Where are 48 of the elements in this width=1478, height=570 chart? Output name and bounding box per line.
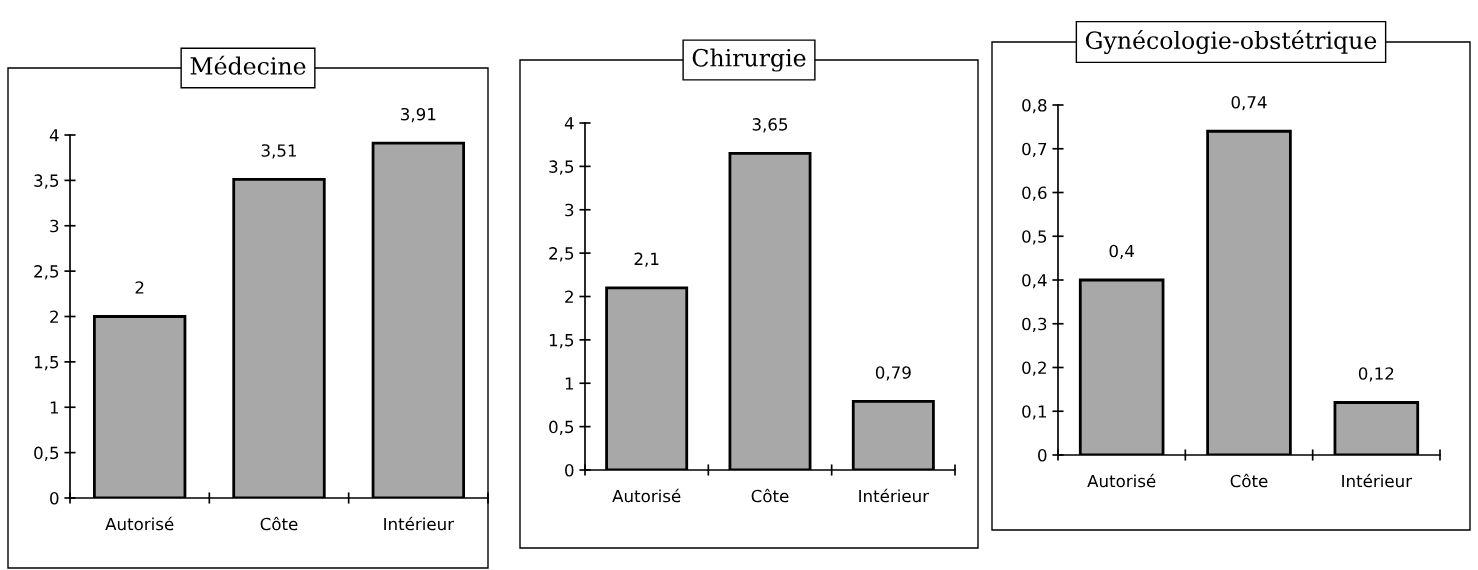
y-tick-label: 4 <box>564 117 574 130</box>
y-tick-label: 0,5 <box>34 446 59 461</box>
y-tick-label: 1,5 <box>34 356 59 371</box>
y-tick-label: 0,2 <box>1022 361 1046 376</box>
data-label: 2 <box>135 281 144 294</box>
data-label: 3,65 <box>752 118 788 133</box>
x-tick-label: Intérieur <box>1342 473 1413 488</box>
y-tick-label: 0 <box>50 491 59 505</box>
y-tick-label: 0,5 <box>1022 230 1047 245</box>
chart-title: Gynécologie-obstétrique <box>1085 29 1377 55</box>
y-tick-label: 0,4 <box>1022 273 1047 289</box>
y-tick-label: 1 <box>565 377 574 390</box>
x-tick-label: Intérieur <box>859 488 930 503</box>
y-tick-label: 0,6 <box>1022 186 1047 201</box>
y-tick-label: 3 <box>50 219 59 233</box>
data-label: 0,12 <box>1358 367 1394 382</box>
y-tick-label: 0,7 <box>1022 142 1047 158</box>
y-tick-label: 3,5 <box>34 174 59 189</box>
y-tick-label: 4 <box>49 129 59 142</box>
y-tick-label: 0,1 <box>1022 405 1047 420</box>
y-tick-label: 1 <box>50 401 59 414</box>
y-tick-label: 0 <box>565 463 574 477</box>
x-tick-label: Intérieur <box>384 516 455 531</box>
y-tick-label: 1,5 <box>549 334 574 349</box>
data-label: 0,74 <box>1231 95 1267 111</box>
data-label: 3,91 <box>401 107 436 123</box>
y-tick-label: 2 <box>565 290 573 303</box>
data-label: 0,79 <box>875 366 911 381</box>
y-tick-label: 0,8 <box>1022 98 1047 114</box>
x-tick-label: Côte <box>1230 473 1268 488</box>
x-tick-label: Autorisé <box>1087 473 1156 488</box>
y-tick-label: 0,3 <box>1022 317 1047 333</box>
x-tick-label: Autorisé <box>105 516 174 531</box>
x-tick-label: Côte <box>751 488 789 503</box>
chart-title: Chirurgie <box>692 48 806 72</box>
data-label: 0,4 <box>1109 244 1134 260</box>
y-tick-label: 3 <box>565 203 574 217</box>
chart-title: Médecine <box>190 55 306 75</box>
y-tick-label: 0,5 <box>549 420 574 435</box>
y-tick-label: 0 <box>1038 448 1047 462</box>
y-tick-label: 3,5 <box>549 160 574 175</box>
y-tick-label: 2 <box>50 310 58 323</box>
y-tick-label: 2,5 <box>549 247 574 262</box>
y-tick-label: 2,5 <box>34 265 59 280</box>
x-tick-label: Autorisé <box>612 488 681 503</box>
data-label: 2,1 <box>634 252 659 267</box>
data-label: 3,51 <box>261 144 297 159</box>
x-tick-label: Côte <box>260 516 298 531</box>
